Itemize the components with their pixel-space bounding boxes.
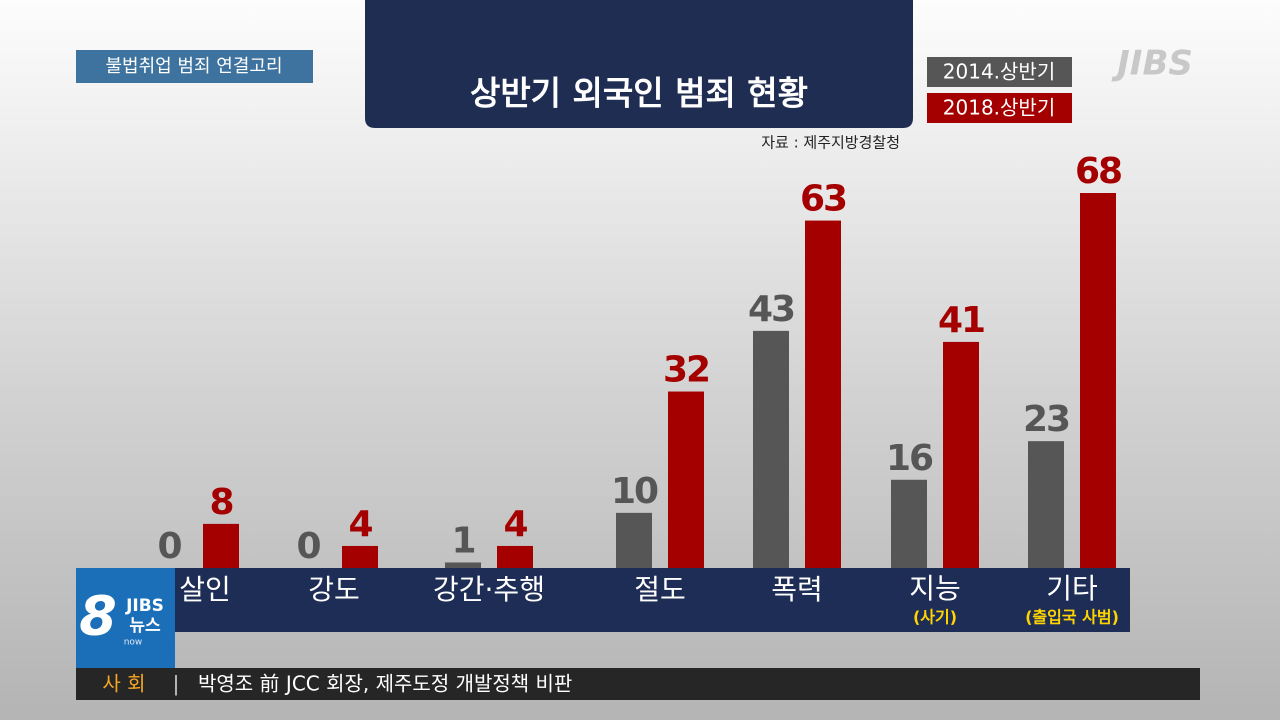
value-label: 0 (157, 526, 181, 567)
x-tick-note: (출입국 사범) (1025, 608, 1119, 627)
bar (445, 562, 481, 568)
source: 자료 : 제주지방경찰청 (761, 134, 900, 152)
x-tick-label: 강도 (308, 573, 360, 606)
topic-tag: 불법취업 범죄 연결고리 (105, 56, 282, 77)
ticker-separator: | (173, 672, 180, 696)
ticker-headline: 박영조 前 JCC 회장, 제주도정 개발정책 비판 (198, 672, 572, 696)
x-tick-label: 살인 (179, 573, 231, 606)
legend-swatch (927, 57, 1072, 87)
category-band (76, 568, 1130, 632)
ticker-section: 사 회 (102, 672, 145, 696)
value-label: 0 (296, 526, 320, 567)
legend-label: 2018.상반기 (943, 96, 1055, 120)
x-tick-label: 기타 (1046, 572, 1098, 605)
bar (805, 220, 841, 568)
bar (203, 523, 239, 568)
legend: 2014.상반기 2018.상반기 (927, 57, 1072, 123)
value-label: 8 (209, 482, 232, 523)
value-label: 1 (451, 520, 474, 561)
chart-title: 상반기 외국인 범죄 현황 (470, 74, 808, 113)
bar (1028, 441, 1064, 568)
legend-swatch (927, 93, 1072, 123)
channel-logo: JIBS (1111, 44, 1193, 84)
ticker-bar (76, 668, 1200, 700)
topic-tag-box (76, 50, 313, 83)
x-tick-note: (사기) (913, 608, 957, 627)
bar (1080, 193, 1116, 568)
value-label: 10 (611, 471, 658, 512)
title-box (365, 0, 913, 128)
value-label: 4 (503, 504, 527, 545)
news-logo-sub: now (124, 638, 143, 648)
value-label: 23 (1023, 399, 1069, 440)
x-tick-label: 지능 (909, 572, 961, 605)
value-label: 43 (748, 289, 794, 330)
categories: 살인 강도 강간·추행 절도 폭력 지능 (사기) 기타 (출입국 사범) (179, 572, 1119, 627)
news-logo-box (76, 568, 175, 668)
bar (616, 512, 652, 568)
value-label: 63 (800, 179, 846, 220)
value-label: 4 (348, 504, 372, 545)
x-tick-label: 폭력 (771, 573, 823, 606)
value-label: 41 (938, 300, 984, 341)
bar (668, 391, 704, 568)
value-label: 32 (663, 350, 709, 391)
news-logo-brand: JIBS (125, 596, 164, 616)
x-tick-label: 강간·추행 (433, 573, 545, 606)
legend-label: 2014.상반기 (943, 60, 1055, 84)
plot: 0 0 1 10 43 16 23 8 4 4 32 63 41 68 (157, 151, 1123, 568)
news-logo-label: 뉴스 (129, 616, 161, 636)
value-label: 16 (886, 438, 933, 479)
bar (753, 330, 789, 568)
value-label: 68 (1075, 151, 1121, 192)
x-tick-label: 절도 (634, 573, 686, 606)
bar (497, 545, 533, 568)
news-logo-number: 8 (79, 585, 117, 648)
bar (943, 341, 979, 568)
bar (891, 479, 927, 568)
bar (342, 545, 378, 568)
